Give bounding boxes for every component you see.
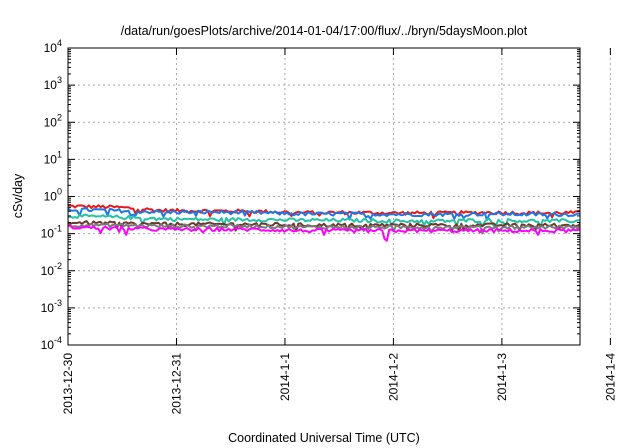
y-axis-title: cSv/day — [11, 173, 25, 218]
series-line-2 — [67, 207, 581, 222]
y-tick-exponent: 0 — [57, 187, 62, 197]
ticks: 10410310210110010-110-210-310-42013-12-3… — [41, 38, 618, 414]
y-tick-label: 103 — [44, 75, 62, 92]
chart-title: /data/run/goesPlots/archive/2014-01-04/1… — [121, 24, 528, 38]
y-tick-label: 10-3 — [41, 298, 62, 315]
y-tick-exponent: -1 — [54, 224, 62, 234]
y-tick-base: 10 — [44, 152, 58, 166]
y-tick-exponent: -2 — [54, 261, 62, 271]
x-tick-label: 2014-1-4 — [603, 353, 617, 401]
y-tick-base: 10 — [41, 227, 55, 241]
y-tick-label: 10-1 — [41, 224, 62, 241]
x-tick-label: 2014-1-3 — [495, 353, 509, 401]
y-tick-exponent: 1 — [57, 149, 62, 159]
x-tick-label: 2013-12-31 — [169, 353, 183, 415]
x-tick-label: 2014-1-2 — [386, 353, 400, 401]
y-tick-base: 10 — [41, 301, 55, 315]
y-tick-label: 100 — [44, 187, 62, 204]
y-tick-label: 101 — [44, 149, 62, 166]
y-tick-base: 10 — [41, 264, 55, 278]
series-line-6 — [67, 224, 581, 242]
y-tick-base: 10 — [44, 115, 58, 129]
y-tick-label: 10-2 — [41, 261, 62, 278]
x-tick-label: 2013-12-30 — [61, 353, 75, 415]
x-axis-title: Coordinated Universal Time (UTC) — [228, 431, 420, 445]
y-tick-base: 10 — [44, 190, 58, 204]
y-tick-label: 102 — [44, 112, 62, 129]
grid — [68, 48, 611, 345]
y-tick-base: 10 — [44, 41, 58, 55]
y-tick-exponent: 3 — [57, 75, 62, 85]
y-tick-exponent: 4 — [57, 38, 62, 48]
y-tick-exponent: -4 — [54, 335, 62, 345]
series-line-4 — [67, 220, 581, 233]
y-tick-label: 104 — [44, 38, 62, 55]
y-tick-base: 10 — [41, 338, 55, 352]
series-group — [67, 204, 581, 242]
y-tick-exponent: 2 — [57, 112, 62, 122]
y-tick-exponent: -3 — [54, 298, 62, 308]
x-tick-label: 2014-1-1 — [278, 353, 292, 401]
y-tick-label: 10-4 — [41, 335, 62, 352]
y-tick-base: 10 — [44, 78, 58, 92]
series-line-5 — [67, 222, 581, 235]
